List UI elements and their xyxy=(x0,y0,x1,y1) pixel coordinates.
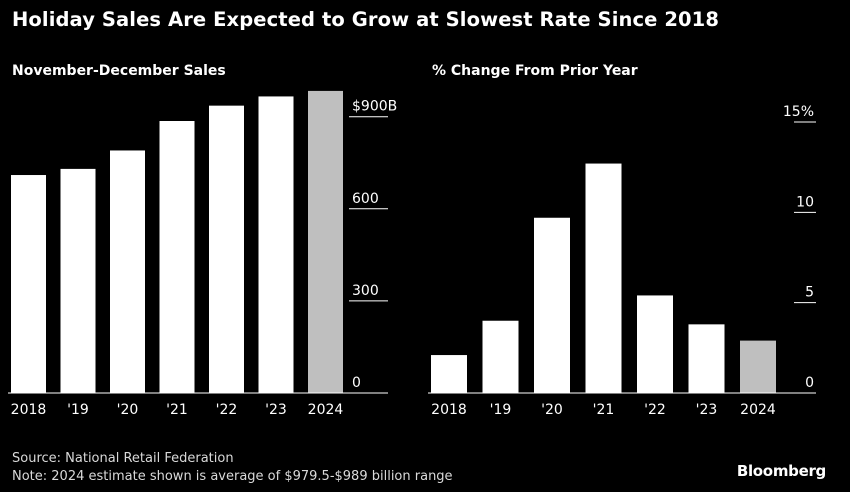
right-chart-subtitle: % Change From Prior Year xyxy=(432,63,638,79)
y-tick-label: 5 xyxy=(805,285,814,301)
x-tick-label: '23 xyxy=(265,402,287,418)
x-tick-label: 2024 xyxy=(740,402,776,418)
bar xyxy=(482,320,519,393)
y-tick-label: 10 xyxy=(796,194,814,210)
bar xyxy=(688,324,725,393)
bar-estimate xyxy=(740,340,776,393)
x-tick-label: '19 xyxy=(490,402,512,418)
left-chart-subtitle: November-December Sales xyxy=(12,63,226,79)
y-tick-label: 0 xyxy=(352,375,361,391)
x-tick-label: 2018 xyxy=(11,402,47,418)
y-tick-label: 600 xyxy=(352,191,379,207)
y-tick-label: 300 xyxy=(352,283,379,299)
y-tick-label: $900B xyxy=(352,99,397,115)
x-tick-label: '21 xyxy=(593,402,615,418)
estimate-note: Note: 2024 estimate shown is average of … xyxy=(12,469,453,484)
bar xyxy=(534,217,570,393)
bar xyxy=(159,120,195,394)
bar xyxy=(110,150,145,393)
x-tick-label: '20 xyxy=(541,402,563,418)
x-tick-label: 2018 xyxy=(431,402,467,418)
bar xyxy=(431,355,467,393)
bloomberg-logo: Bloomberg xyxy=(736,462,826,480)
chart-title: Holiday Sales Are Expected to Grow at Sl… xyxy=(12,8,720,31)
source-note: Source: National Retail Federation xyxy=(12,451,234,466)
bar xyxy=(637,295,673,393)
bar xyxy=(585,163,622,393)
x-tick-label: '21 xyxy=(166,402,188,418)
bar xyxy=(60,168,96,393)
y-tick-label: 15% xyxy=(783,104,814,120)
x-tick-label: '22 xyxy=(644,402,666,418)
bar-estimate xyxy=(308,90,343,394)
x-tick-label: '22 xyxy=(216,402,238,418)
x-tick-label: 2024 xyxy=(308,402,344,418)
bar xyxy=(209,105,244,393)
bar xyxy=(11,175,46,393)
x-tick-label: '20 xyxy=(117,402,139,418)
x-tick-label: '23 xyxy=(696,402,718,418)
y-tick-label: 0 xyxy=(805,375,814,391)
x-tick-label: '19 xyxy=(67,402,89,418)
bar xyxy=(258,96,294,394)
